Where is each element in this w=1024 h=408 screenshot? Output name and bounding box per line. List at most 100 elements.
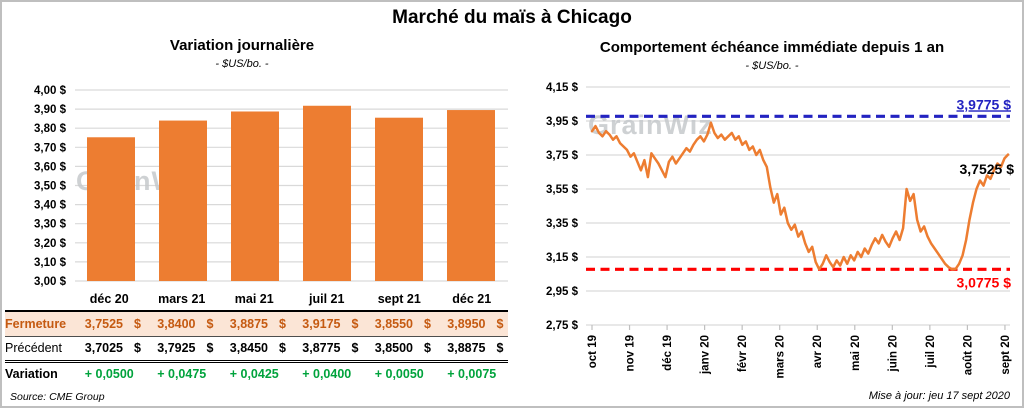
y-tick-label: 3,95 $	[546, 116, 579, 128]
y-tick-label: 3,75 $	[546, 150, 579, 162]
variation-cell: + 0,0075	[447, 367, 497, 382]
value-cell: 3,7525 $	[73, 311, 146, 336]
x-tick-label: sept 20	[1000, 335, 1012, 375]
currency-symbol: $	[424, 341, 431, 355]
value-cell: 3,7925 $	[146, 336, 219, 361]
table-header-row: déc 20 mars 21 mai 21 juil 21 sept 21 déc 21	[5, 288, 508, 311]
x-tick-label: juin 20	[887, 335, 899, 372]
y-tick-label: 4,00 $	[34, 85, 67, 97]
y-tick-label: 3,10 $	[34, 257, 67, 269]
x-tick-label: août 20	[962, 335, 974, 375]
bar-chart-title: Variation journalière	[169, 37, 315, 54]
value-cell: 3,7025 $	[73, 336, 146, 361]
currency-symbol: $	[279, 316, 286, 331]
column-header: déc 20	[89, 292, 129, 306]
y-tick-label: 3,80 $	[34, 123, 67, 135]
price-table-body: déc 20 mars 21 mai 21 juil 21 sept 21 déc 21 F…	[5, 288, 508, 386]
price-value: 3,9175	[302, 316, 341, 331]
bar-mai 21	[231, 111, 279, 281]
y-tick-label: 4,15 $	[546, 82, 579, 94]
y-tick-label: 3,15 $	[546, 252, 579, 264]
low-reference-label: 3,0775 $	[957, 274, 1012, 290]
currency-symbol: $	[424, 316, 431, 331]
line-chart-title: Comportement échéance immédiate depuis 1…	[599, 39, 945, 56]
y-tick-label: 3,00 $	[34, 276, 67, 288]
y-tick-label: 3,35 $	[546, 218, 579, 230]
last-price-label: 3,7525 $	[960, 161, 1015, 177]
y-tick-label: 3,60 $	[34, 161, 67, 173]
column-header: déc 21	[452, 292, 492, 306]
price-value: 3,8550	[374, 316, 413, 331]
price-value: 3,7525	[84, 316, 123, 331]
x-tick-label: avr 20	[812, 335, 824, 368]
value-cell: 3,8400 $	[146, 311, 219, 336]
variation-cell: + 0,0500	[84, 367, 134, 382]
y-tick-label: 2,75 $	[546, 320, 579, 332]
y-tick-label: 3,90 $	[34, 104, 67, 116]
price-value: 3,8500	[374, 341, 413, 355]
bar-déc 21	[447, 110, 495, 282]
column-header: sept 21	[377, 292, 421, 306]
currency-symbol: $	[134, 341, 141, 355]
x-tick-label: févr 20	[737, 335, 749, 372]
currency-symbol: $	[279, 341, 286, 355]
currency-symbol: $	[134, 316, 141, 331]
bar-sept 21	[375, 117, 423, 281]
price-table: déc 20 mars 21 mai 21 juil 21 sept 21 déc 21 F…	[5, 288, 508, 386]
high-reference-label: 3,9775 $	[957, 96, 1012, 112]
price-value: 3,8950	[447, 316, 486, 331]
currency-symbol: $	[496, 341, 504, 355]
y-tick-label: 3,70 $	[34, 142, 67, 154]
x-tick-label: mai 20	[850, 335, 862, 371]
source-note: Source: CME Group	[10, 391, 105, 403]
bar-juil 21	[303, 105, 351, 281]
value-cell: 3,8775 $	[291, 336, 364, 361]
value-cell: 3,8550 $	[363, 311, 436, 336]
x-tick-label: déc 19	[662, 335, 674, 371]
variation-cell: + 0,0400	[302, 367, 352, 382]
line-chart: 4,15 $ 3,95 $ 3,75 $ 3,55 $ 3,35 $ 3,15 $ 2,95…	[546, 82, 1015, 378]
update-note: Mise à jour: jeu 17 sept 2020	[868, 390, 1010, 402]
page-title: Marché du maïs à Chicago	[392, 7, 632, 28]
table-row-variation: Variation + 0,0500 + 0,0475 + 0,0425 + 0,040…	[5, 361, 508, 386]
bar-mars 21	[159, 120, 207, 281]
price-series-line	[590, 121, 1010, 271]
price-value: 3,7025	[84, 341, 123, 355]
variation-cell: + 0,0425	[229, 367, 279, 382]
currency-symbol: $	[206, 316, 214, 331]
x-tick-label: mars 20	[775, 335, 787, 378]
row-label: Fermeture	[5, 316, 67, 331]
value-cell: 3,8950 $	[436, 311, 509, 336]
currency-symbol: $	[351, 341, 359, 355]
x-tick-label: nov 19	[625, 335, 637, 371]
y-tick-label: 3,30 $	[34, 219, 67, 231]
bar-déc 20	[87, 137, 135, 281]
x-tick-label: janv 20	[700, 335, 712, 375]
value-cell: 3,8500 $	[363, 336, 436, 361]
table-row-fermeture: Fermeture 3,7525 $3,8400 $3,8875 $3,9175 $3,8…	[5, 311, 508, 336]
currency-symbol: $	[206, 341, 214, 355]
variation-cell: + 0,0475	[157, 367, 207, 382]
value-cell: 3,9175 $	[291, 311, 364, 336]
grainwiz-watermark: GrainWiz	[588, 110, 713, 140]
price-value: 3,8875	[229, 316, 268, 331]
x-tick-label: oct 19	[587, 335, 599, 368]
y-tick-label: 3,20 $	[34, 238, 67, 250]
price-value: 3,8400	[157, 316, 196, 331]
value-cell: 3,8875 $	[436, 336, 509, 361]
column-header: mars 21	[158, 292, 206, 306]
bar-chart: 4,00 $ 3,90 $ 3,80 $ 3,70 $ 3,60 $ 3,50 $ 3,40…	[34, 85, 508, 288]
variation-cell: + 0,0050	[374, 367, 424, 382]
value-cell: 3,8450 $	[218, 336, 291, 361]
line-chart-subtitle: - $US/bo. -	[745, 60, 799, 72]
x-tick-label: juil 20	[925, 335, 937, 369]
y-tick-label: 3,40 $	[34, 200, 67, 212]
column-header: mai 21	[234, 292, 274, 306]
column-header: juil 21	[309, 292, 345, 306]
row-label: Variation	[5, 367, 58, 382]
currency-symbol: $	[496, 316, 504, 331]
price-value: 3,8775	[302, 341, 341, 355]
table-row-précédent: Précédent 3,7025 $3,7925 $3,8450 $3,8775 $3,8…	[5, 336, 508, 361]
price-value: 3,8875	[447, 341, 486, 355]
